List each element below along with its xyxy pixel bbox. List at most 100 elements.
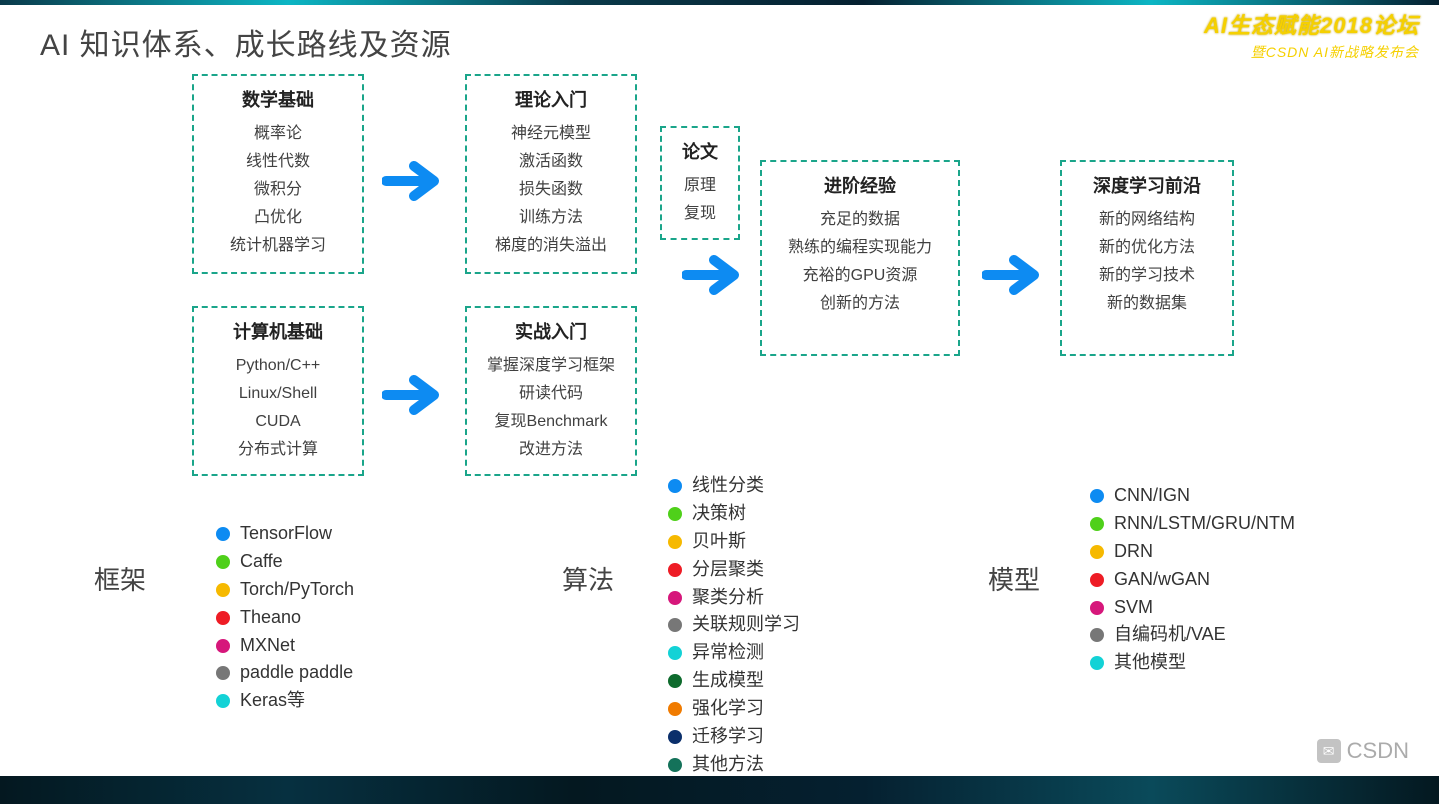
bullet-dot-icon [668, 535, 682, 549]
box-theory-item: 激活函数 [473, 148, 629, 176]
bullet-dot-icon [1090, 489, 1104, 503]
box-frontier: 深度学习前沿新的网络结构新的优化方法新的学习技术新的数据集 [1060, 160, 1234, 356]
box-theory-title: 理论入门 [473, 86, 629, 112]
bullet-dot-icon [216, 694, 230, 708]
bullet-item: 线性分类 [668, 472, 800, 500]
bullet-item: MXNet [216, 632, 354, 660]
bullet-dot-icon [1090, 573, 1104, 587]
bullet-dot-icon [668, 479, 682, 493]
box-theory-item: 损失函数 [473, 176, 629, 204]
bullet-list-models: CNN/IGNRNN/LSTM/GRU/NTMDRNGAN/wGANSVM自编码… [1090, 482, 1295, 677]
box-theory-item: 梯度的消失溢出 [473, 232, 629, 260]
box-cs-title: 计算机基础 [200, 318, 356, 344]
box-cs: 计算机基础Python/C++Linux/ShellCUDA分布式计算 [192, 306, 364, 476]
bullet-text: 异常检测 [692, 639, 764, 667]
bullet-item: paddle paddle [216, 659, 354, 687]
box-math-item: 凸优化 [200, 204, 356, 232]
bullet-text: Theano [240, 604, 301, 632]
bullet-text: GAN/wGAN [1114, 566, 1210, 594]
bullet-text: 生成模型 [692, 667, 764, 695]
box-math-title: 数学基础 [200, 86, 356, 112]
box-frontier-item: 新的学习技术 [1068, 262, 1226, 290]
box-frontier-item: 新的网络结构 [1068, 206, 1226, 234]
bullet-dot-icon [216, 639, 230, 653]
bullet-text: 聚类分析 [692, 584, 764, 612]
bullet-text: 决策树 [692, 500, 746, 528]
page-title: AI 知识体系、成长路线及资源 [40, 20, 452, 64]
bullet-dot-icon [668, 702, 682, 716]
box-math-item: 统计机器学习 [200, 232, 356, 260]
bullet-text: 强化学习 [692, 695, 764, 723]
box-math-item: 线性代数 [200, 148, 356, 176]
box-theory: 理论入门神经元模型激活函数损失函数训练方法梯度的消失溢出 [465, 74, 637, 274]
box-practice-title: 实战入门 [473, 318, 629, 344]
bullet-list-algorithms: 线性分类决策树贝叶斯分层聚类聚类分析关联规则学习异常检测生成模型强化学习迁移学习… [668, 472, 800, 779]
arrow-icon [982, 252, 1044, 298]
bullet-item: Keras等 [216, 687, 354, 715]
bullet-item: 其他方法 [668, 751, 800, 779]
bullet-dot-icon [216, 555, 230, 569]
bullet-item: 强化学习 [668, 695, 800, 723]
bullet-text: paddle paddle [240, 659, 353, 687]
wechat-icon: ✉ [1317, 739, 1341, 763]
arrow-icon [382, 372, 444, 418]
box-advance-item: 熟练的编程实现能力 [768, 234, 952, 262]
bullet-item: 贝叶斯 [668, 528, 800, 556]
box-advance: 进阶经验充足的数据熟练的编程实现能力充裕的GPU资源创新的方法 [760, 160, 960, 356]
bullet-item: DRN [1090, 538, 1295, 566]
bullet-item: Torch/PyTorch [216, 576, 354, 604]
bullet-text: 分层聚类 [692, 556, 764, 584]
box-cs-item: CUDA [200, 408, 356, 436]
bullet-text: CNN/IGN [1114, 482, 1190, 510]
bullet-item: Caffe [216, 548, 354, 576]
bullet-dot-icon [1090, 517, 1104, 531]
bullet-item: 关联规则学习 [668, 611, 800, 639]
bullet-item: 聚类分析 [668, 584, 800, 612]
csdn-watermark: ✉ CSDN [1317, 738, 1409, 764]
bullet-text: RNN/LSTM/GRU/NTM [1114, 510, 1295, 538]
box-practice-item: 改进方法 [473, 436, 629, 464]
box-paper-item: 复现 [668, 200, 732, 228]
bullet-item: 决策树 [668, 500, 800, 528]
bullet-text: 自编码机/VAE [1114, 621, 1226, 649]
bullet-list-frameworks: TensorFlowCaffeTorch/PyTorchTheanoMXNetp… [216, 520, 354, 715]
slide: AI 知识体系、成长路线及资源 AI生态赋能2018论坛 暨CSDN AI新战略… [0, 0, 1439, 804]
bullet-text: 贝叶斯 [692, 528, 746, 556]
box-advance-item: 充裕的GPU资源 [768, 262, 952, 290]
bullet-dot-icon [1090, 601, 1104, 615]
category-label-models: 模型 [988, 560, 1040, 597]
bullet-dot-icon [216, 666, 230, 680]
bullet-dot-icon [668, 730, 682, 744]
bullet-text: Torch/PyTorch [240, 576, 354, 604]
bullet-item: 分层聚类 [668, 556, 800, 584]
bullet-text: 其他模型 [1114, 649, 1186, 677]
bullet-dot-icon [668, 758, 682, 772]
box-frontier-title: 深度学习前沿 [1068, 172, 1226, 198]
bullet-dot-icon [216, 583, 230, 597]
box-paper: 论文原理复现 [660, 126, 740, 240]
bullet-text: TensorFlow [240, 520, 332, 548]
bullet-dot-icon [668, 674, 682, 688]
box-paper-item: 原理 [668, 172, 732, 200]
bullet-dot-icon [1090, 545, 1104, 559]
bullet-text: Caffe [240, 548, 283, 576]
bullet-text: MXNet [240, 632, 295, 660]
bullet-item: SVM [1090, 594, 1295, 622]
bullet-item: 自编码机/VAE [1090, 621, 1295, 649]
footer-strip [0, 776, 1439, 804]
event-logo-line2: 暨CSDN AI新战略发布会 [1204, 42, 1419, 62]
box-cs-item: Python/C++ [200, 352, 356, 380]
bullet-text: 其他方法 [692, 751, 764, 779]
box-frontier-item: 新的数据集 [1068, 290, 1226, 318]
bullet-dot-icon [216, 527, 230, 541]
bullet-item: RNN/LSTM/GRU/NTM [1090, 510, 1295, 538]
box-math: 数学基础概率论线性代数微积分凸优化统计机器学习 [192, 74, 364, 274]
header-strip [0, 0, 1439, 5]
box-math-item: 微积分 [200, 176, 356, 204]
box-practice-item: 研读代码 [473, 380, 629, 408]
bullet-text: Keras等 [240, 687, 305, 715]
bullet-text: 线性分类 [692, 472, 764, 500]
box-frontier-item: 新的优化方法 [1068, 234, 1226, 262]
box-math-item: 概率论 [200, 120, 356, 148]
bullet-item: 异常检测 [668, 639, 800, 667]
